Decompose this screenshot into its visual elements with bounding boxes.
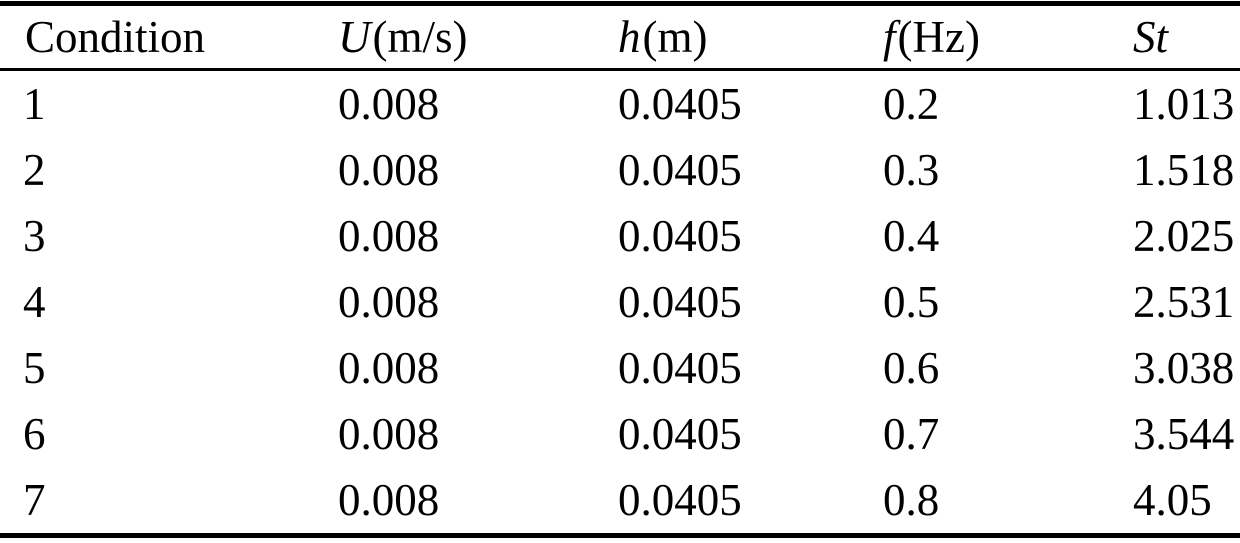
cell-condition: 3: [23, 210, 46, 261]
cell-velocity: 0.008: [338, 78, 440, 129]
table-row: 6 0.008 0.0405 0.7 3.544: [0, 401, 1240, 467]
cell-condition: 4: [23, 276, 46, 327]
cell-strouhal-number: 3.544: [1133, 408, 1235, 459]
table-header-row: Condition U(m/s) h(m) f(Hz) St: [0, 3, 1240, 71]
cell-condition: 2: [23, 144, 46, 195]
cell-velocity: 0.008: [338, 210, 440, 261]
cell-frequency: 0.5: [883, 276, 940, 327]
cell-strouhal-number: 4.05: [1133, 474, 1212, 525]
cell-strouhal-number: 3.038: [1133, 342, 1235, 393]
cell-velocity: 0.008: [338, 342, 440, 393]
table-row: 2 0.008 0.0405 0.3 1.518: [0, 137, 1240, 203]
cell-depth: 0.0405: [618, 408, 742, 459]
cell-velocity: 0.008: [338, 276, 440, 327]
cell-depth: 0.0405: [618, 342, 742, 393]
cell-depth: 0.0405: [618, 474, 742, 525]
depth-symbol: h: [618, 11, 641, 62]
cell-frequency: 0.3: [883, 144, 940, 195]
cell-condition: 7: [23, 474, 46, 525]
cell-condition: 5: [23, 342, 46, 393]
column-header-strouhal: St: [1110, 3, 1240, 71]
cell-frequency: 0.4: [883, 210, 940, 261]
table-body: 1 0.008 0.0405 0.2 1.013 2 0.008 0.0405 0.3 1.518…: [0, 70, 1240, 536]
cell-velocity: 0.008: [338, 474, 440, 525]
column-header-velocity: U(m/s): [315, 3, 595, 71]
table-row: 3 0.008 0.0405 0.4 2.025: [0, 203, 1240, 269]
column-header-condition: Condition: [0, 3, 315, 71]
cell-strouhal-number: 2.025: [1133, 210, 1235, 261]
cell-condition: 1: [23, 78, 46, 129]
velocity-unit: (m/s): [372, 11, 468, 62]
cell-depth: 0.0405: [618, 144, 742, 195]
cell-strouhal-number: 2.531: [1133, 276, 1235, 327]
table-row: 5 0.008 0.0405 0.6 3.038: [0, 335, 1240, 401]
table-row: 4 0.008 0.0405 0.5 2.531: [0, 269, 1240, 335]
velocity-symbol: U: [338, 11, 371, 62]
frequency-unit: (Hz): [897, 11, 980, 62]
cell-frequency: 0.2: [883, 78, 940, 129]
column-header-depth: h(m): [595, 3, 860, 71]
cell-depth: 0.0405: [618, 276, 742, 327]
cell-strouhal-number: 1.013: [1133, 78, 1235, 129]
cell-condition: 6: [23, 408, 46, 459]
cell-strouhal-number: 1.518: [1133, 144, 1235, 195]
cell-depth: 0.0405: [618, 78, 742, 129]
table-row: 1 0.008 0.0405 0.2 1.013: [0, 70, 1240, 138]
table-row: 7 0.008 0.0405 0.8 4.05: [0, 467, 1240, 536]
condition-label: Condition: [25, 11, 206, 62]
depth-unit: (m): [642, 11, 708, 62]
cell-frequency: 0.8: [883, 474, 940, 525]
column-header-frequency: f(Hz): [860, 3, 1110, 71]
cell-depth: 0.0405: [618, 210, 742, 261]
frequency-symbol: f: [883, 11, 896, 62]
cell-velocity: 0.008: [338, 144, 440, 195]
cell-velocity: 0.008: [338, 408, 440, 459]
strouhal-symbol: St: [1133, 11, 1169, 62]
cell-frequency: 0.7: [883, 408, 940, 459]
cell-frequency: 0.6: [883, 342, 940, 393]
